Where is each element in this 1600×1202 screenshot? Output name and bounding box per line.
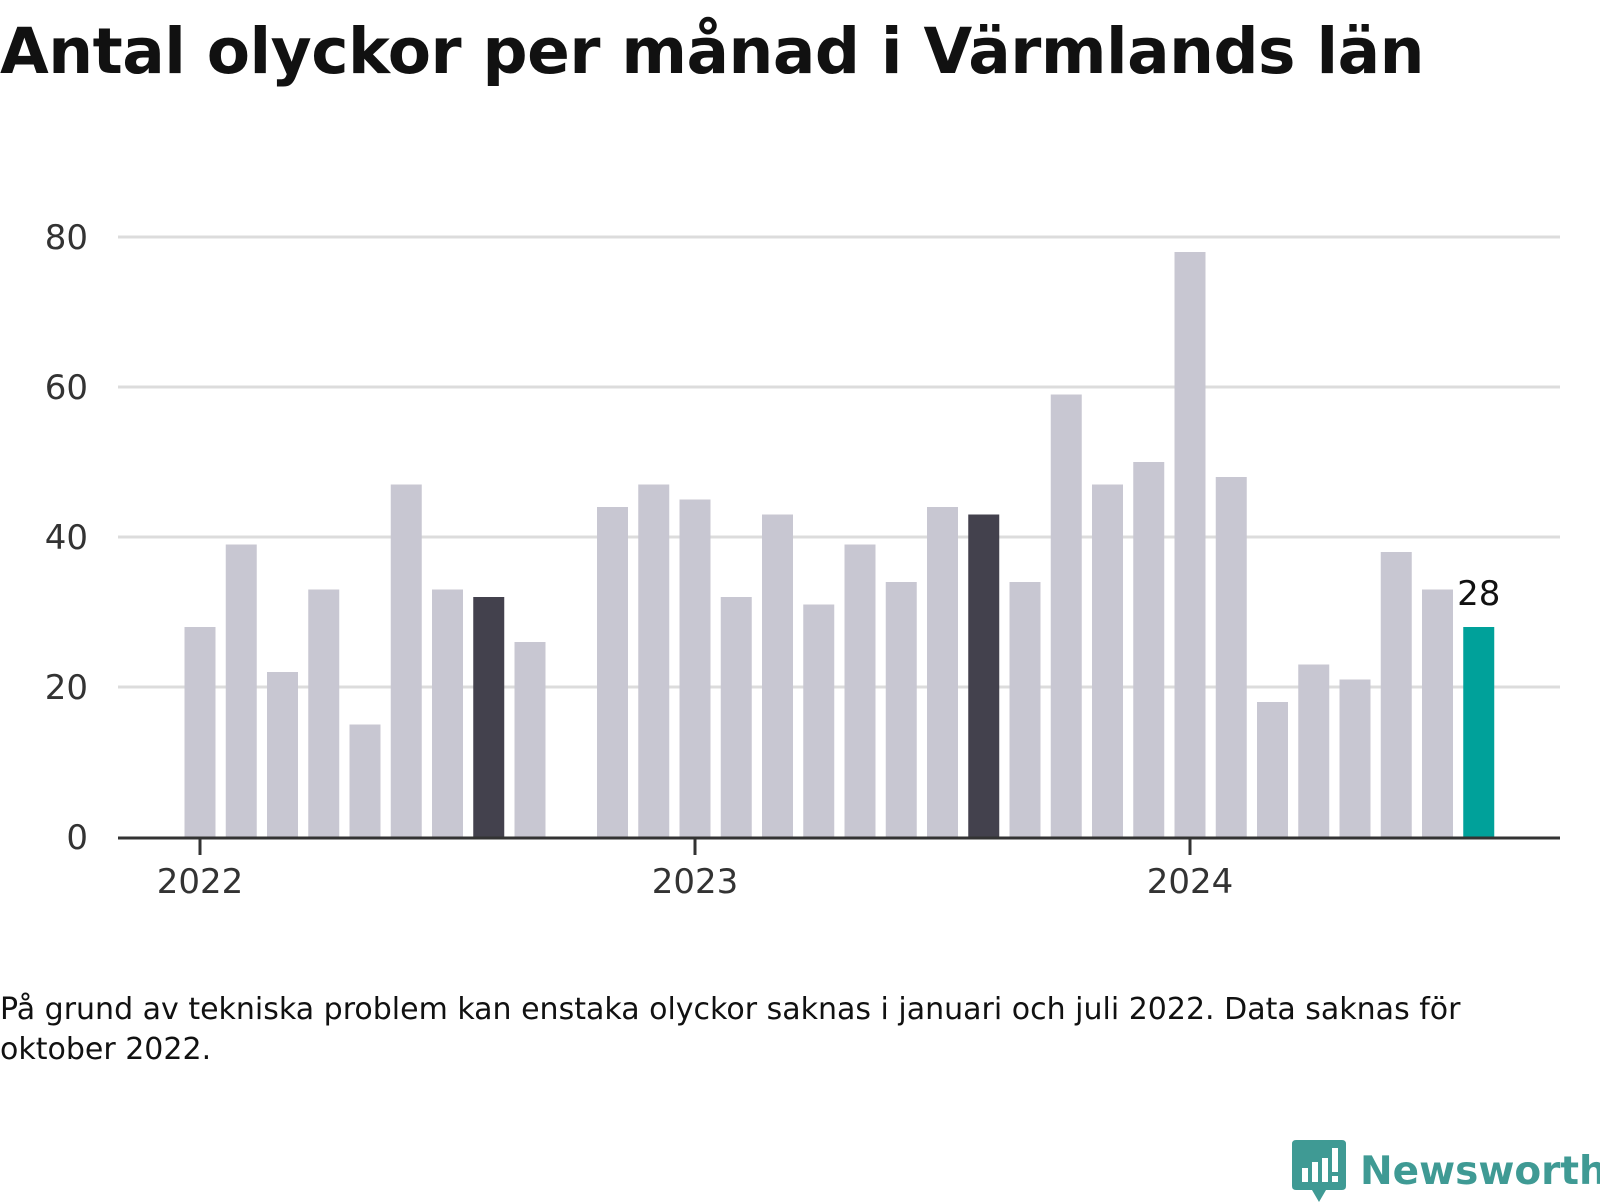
bar — [432, 589, 463, 837]
bar — [1050, 394, 1082, 837]
bar — [679, 499, 711, 837]
x-axis — [118, 836, 1560, 855]
y-tick-label: 40 — [45, 518, 88, 558]
bar — [927, 507, 958, 837]
bar — [225, 544, 257, 837]
footnote: På grund av tekniska problem kan enstaka… — [0, 992, 1461, 1067]
bar — [762, 514, 793, 837]
bar — [1422, 589, 1453, 837]
bar — [1339, 679, 1371, 837]
bar — [184, 627, 216, 837]
bar — [885, 582, 917, 837]
bar — [1380, 552, 1412, 837]
y-tick-label: 60 — [45, 368, 88, 408]
bar — [1463, 627, 1495, 837]
bars — [184, 252, 1495, 837]
x-tick-label: 2023 — [652, 862, 739, 902]
bar — [597, 507, 628, 837]
bar — [267, 672, 298, 837]
bar — [720, 597, 752, 837]
bar — [349, 724, 381, 837]
bar — [1257, 702, 1288, 837]
bar — [1174, 252, 1206, 837]
bar — [1092, 484, 1123, 837]
bar — [844, 544, 876, 837]
y-tick-label: 20 — [45, 668, 88, 708]
x-tick-label: 2024 — [1147, 862, 1234, 902]
bar — [308, 589, 340, 837]
brand-logo: Newsworthy — [1292, 1140, 1600, 1202]
bar — [968, 514, 1000, 837]
bar — [1215, 477, 1247, 837]
chart-title: Antal olyckor per månad i Värmlands län — [0, 15, 1424, 88]
bar — [803, 604, 835, 837]
latest-value-label: 28 — [1457, 574, 1500, 614]
bar — [514, 642, 546, 837]
y-tick-label: 80 — [45, 218, 88, 258]
bar — [638, 484, 670, 837]
brand-name: Newsworthy — [1360, 1148, 1600, 1194]
y-tick-label: 0 — [66, 818, 88, 858]
bar-chart: 0 20 40 60 80 2022 2023 2024 28 — [45, 218, 1560, 902]
bar — [1298, 664, 1330, 837]
newsworthy-logo-icon — [1292, 1140, 1346, 1202]
labels: 0 20 40 60 80 2022 2023 2024 28 — [45, 218, 1501, 902]
bar — [390, 484, 422, 837]
x-tick-label: 2022 — [157, 862, 244, 902]
bar — [1009, 582, 1041, 837]
bar — [473, 597, 505, 837]
bar — [1133, 462, 1165, 837]
